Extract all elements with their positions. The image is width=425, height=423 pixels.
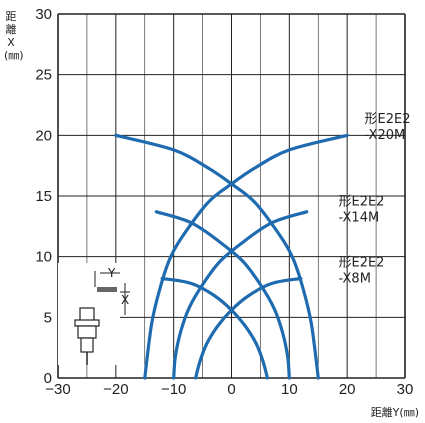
x-tick-label: 0 (227, 381, 235, 398)
series-2-curve-left (154, 210, 291, 380)
series-1-label: 形E2E2 -X20M (365, 112, 411, 143)
series-3-curve-left (160, 276, 269, 380)
y-tick-label: 0 (44, 370, 52, 387)
y-tick-label: 25 (35, 67, 52, 84)
inset-x-label: X (121, 293, 129, 307)
x-tick-label: 10 (281, 381, 298, 398)
tick-labels: −30 −20 −10 0 10 20 30 0 5 10 15 20 25 30 (35, 6, 413, 398)
x-tick-label: −10 (161, 381, 186, 398)
x-tick-label: 30 (397, 381, 414, 398)
y-tick-label: 15 (35, 188, 52, 205)
series-2-label: 形E2E2 -X14M (338, 195, 384, 226)
series-labels: 形E2E2 -X20M 形E2E2 -X14M 形E2E2 -X8M (338, 112, 410, 286)
x-tick-label: −30 (45, 381, 70, 398)
x-tick-label: −20 (103, 381, 128, 398)
series-1-curve-left (114, 133, 320, 380)
inset-y-label: Y (107, 266, 116, 280)
y-tick-label: 10 (35, 249, 52, 266)
series-3-curve-right (194, 276, 303, 380)
x-tick-label: 20 (339, 381, 356, 398)
sensor-inset-diagram: Y X (58, 263, 130, 365)
x-axis-title: 距離Y(㎜) (370, 406, 419, 419)
y-tick-label: 20 (35, 127, 52, 144)
series-1-curve-right (143, 133, 349, 380)
curves (114, 133, 349, 380)
y-tick-label: 5 (44, 309, 52, 326)
target-object (97, 287, 117, 292)
y-tick-label: 30 (35, 6, 52, 23)
series-2-curve-right (172, 210, 309, 380)
series-3-label: 形E2E2 -X8M (338, 255, 384, 286)
